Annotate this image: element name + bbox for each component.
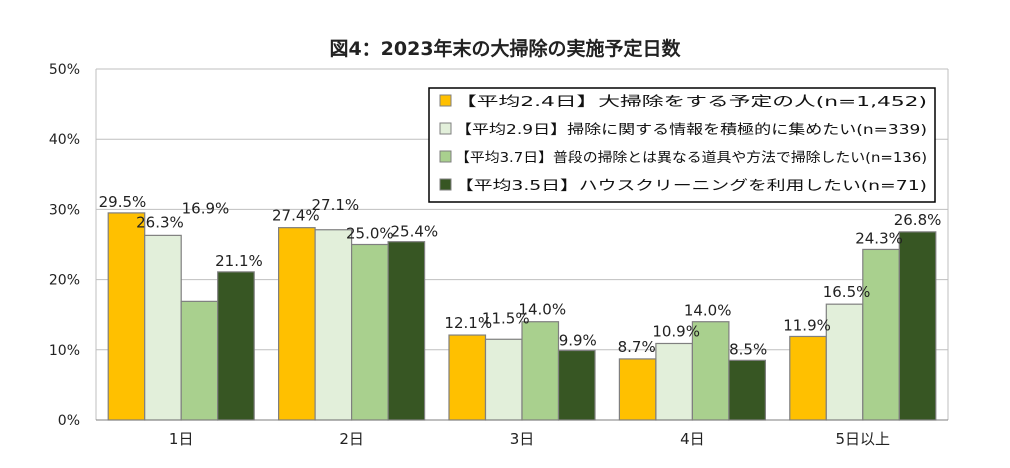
bar [180, 300, 219, 421]
data-label: 25.4% [391, 223, 439, 241]
y-tick-label: 0% [58, 413, 80, 429]
bar [314, 229, 353, 421]
data-label: 12.1% [444, 314, 492, 332]
legend-swatch [439, 150, 452, 163]
data-label: 26.3% [136, 213, 184, 231]
bar [862, 248, 900, 421]
data-label: 16.5% [823, 283, 871, 301]
data-label: 14.0% [518, 301, 566, 319]
y-tick-label: 30% [49, 202, 80, 218]
bar [618, 358, 657, 421]
x-tick-label: 2日 [339, 430, 364, 448]
bar [557, 349, 596, 421]
legend: 【平均2.4日】大掃除をする予定の人(n=1,452) 【平均2.9日】掃除に関す… [428, 87, 936, 203]
bar [484, 338, 523, 421]
data-label: 21.1% [215, 252, 263, 270]
bar [521, 321, 560, 421]
bar [898, 231, 937, 421]
x-tick-label: 1日 [169, 430, 194, 448]
data-label: 11.9% [783, 316, 831, 334]
bar [351, 243, 389, 421]
y-tick-label: 50% [49, 62, 80, 78]
bar [825, 303, 864, 421]
bar [691, 321, 730, 421]
data-label: 25.0% [346, 225, 394, 243]
y-tick-label: 10% [49, 343, 80, 359]
bar [728, 359, 767, 421]
data-label: 26.8% [894, 211, 942, 229]
data-label: 10.9% [652, 322, 700, 340]
data-label: 24.3% [855, 229, 903, 247]
legend-label: 【平均2.9日】掃除に関する情報を積極的に集めたい(n=339) [455, 121, 927, 138]
x-tick-label: 3日 [510, 430, 535, 448]
data-label: 29.5% [99, 193, 147, 211]
data-label: 27.1% [312, 196, 360, 214]
bar [278, 227, 316, 421]
legend-label: 【平均3.7日】普段の掃除とは異なる道具や方法で掃除したい(n=136) [455, 149, 927, 166]
y-tick-label: 40% [49, 132, 80, 148]
x-tick-label: 4日 [680, 430, 705, 448]
data-label: 14.0% [684, 302, 732, 320]
legend-box [428, 87, 936, 203]
legend-swatch [439, 122, 452, 135]
data-label: 8.5% [729, 340, 767, 358]
data-label: 27.4% [272, 207, 320, 225]
data-labels: 29.5% 26.3%16.9% 21.1% 27.4%27.1% 25.0%25.4%… [99, 193, 942, 358]
x-tick-label: 5日以上 [836, 430, 891, 448]
bar [107, 212, 146, 421]
bar [217, 271, 255, 421]
y-axis-ticks: 0% 10% 20% 30% 40% 50% [49, 62, 80, 429]
x-axis-ticks: 1日 2日 3日 4日 5日以上 [169, 430, 890, 448]
legend-label: 【平均3.5日】ハウスクリーニングを利用したい(n=71) [455, 178, 927, 194]
legend-swatch [439, 94, 452, 107]
bar [448, 334, 487, 421]
data-label: 11.5% [482, 309, 530, 327]
y-tick-label: 20% [49, 273, 80, 289]
bars-group [107, 212, 937, 421]
bar [655, 342, 694, 421]
data-label: 8.7% [618, 338, 656, 356]
data-label: 9.9% [559, 332, 597, 350]
bar [387, 241, 426, 421]
bar [789, 335, 827, 421]
data-label: 16.9% [182, 199, 230, 217]
legend-swatch [439, 178, 452, 191]
chart-title: 図4：2023年末の大掃除の実施予定日数 [329, 37, 681, 60]
bar [144, 234, 182, 421]
legend-label: 【平均2.4日】大掃除をする予定の人(n=1,452) [455, 93, 927, 110]
